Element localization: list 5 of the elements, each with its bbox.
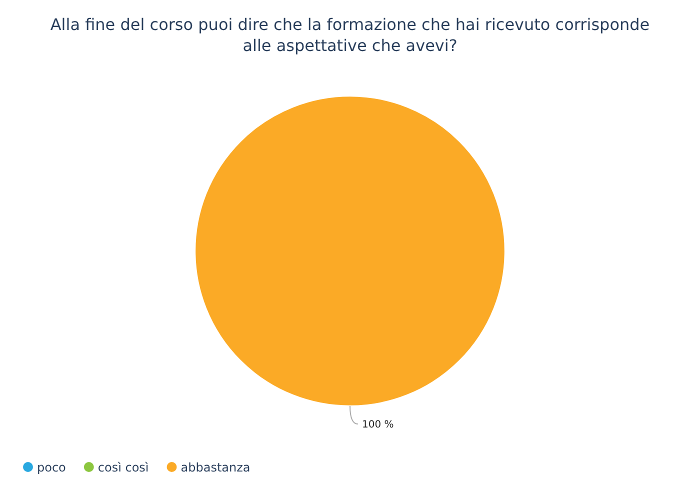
data-label: 100 % [362,420,394,430]
chart-title: Alla fine del corso puoi dire che la formazione che hai ricevuto corrisponde alle aspettative che avevi? [50,15,650,55]
legend-label: poco [37,460,66,474]
legend-label: così così [98,460,149,474]
legend-label: abbastanza [180,460,250,474]
